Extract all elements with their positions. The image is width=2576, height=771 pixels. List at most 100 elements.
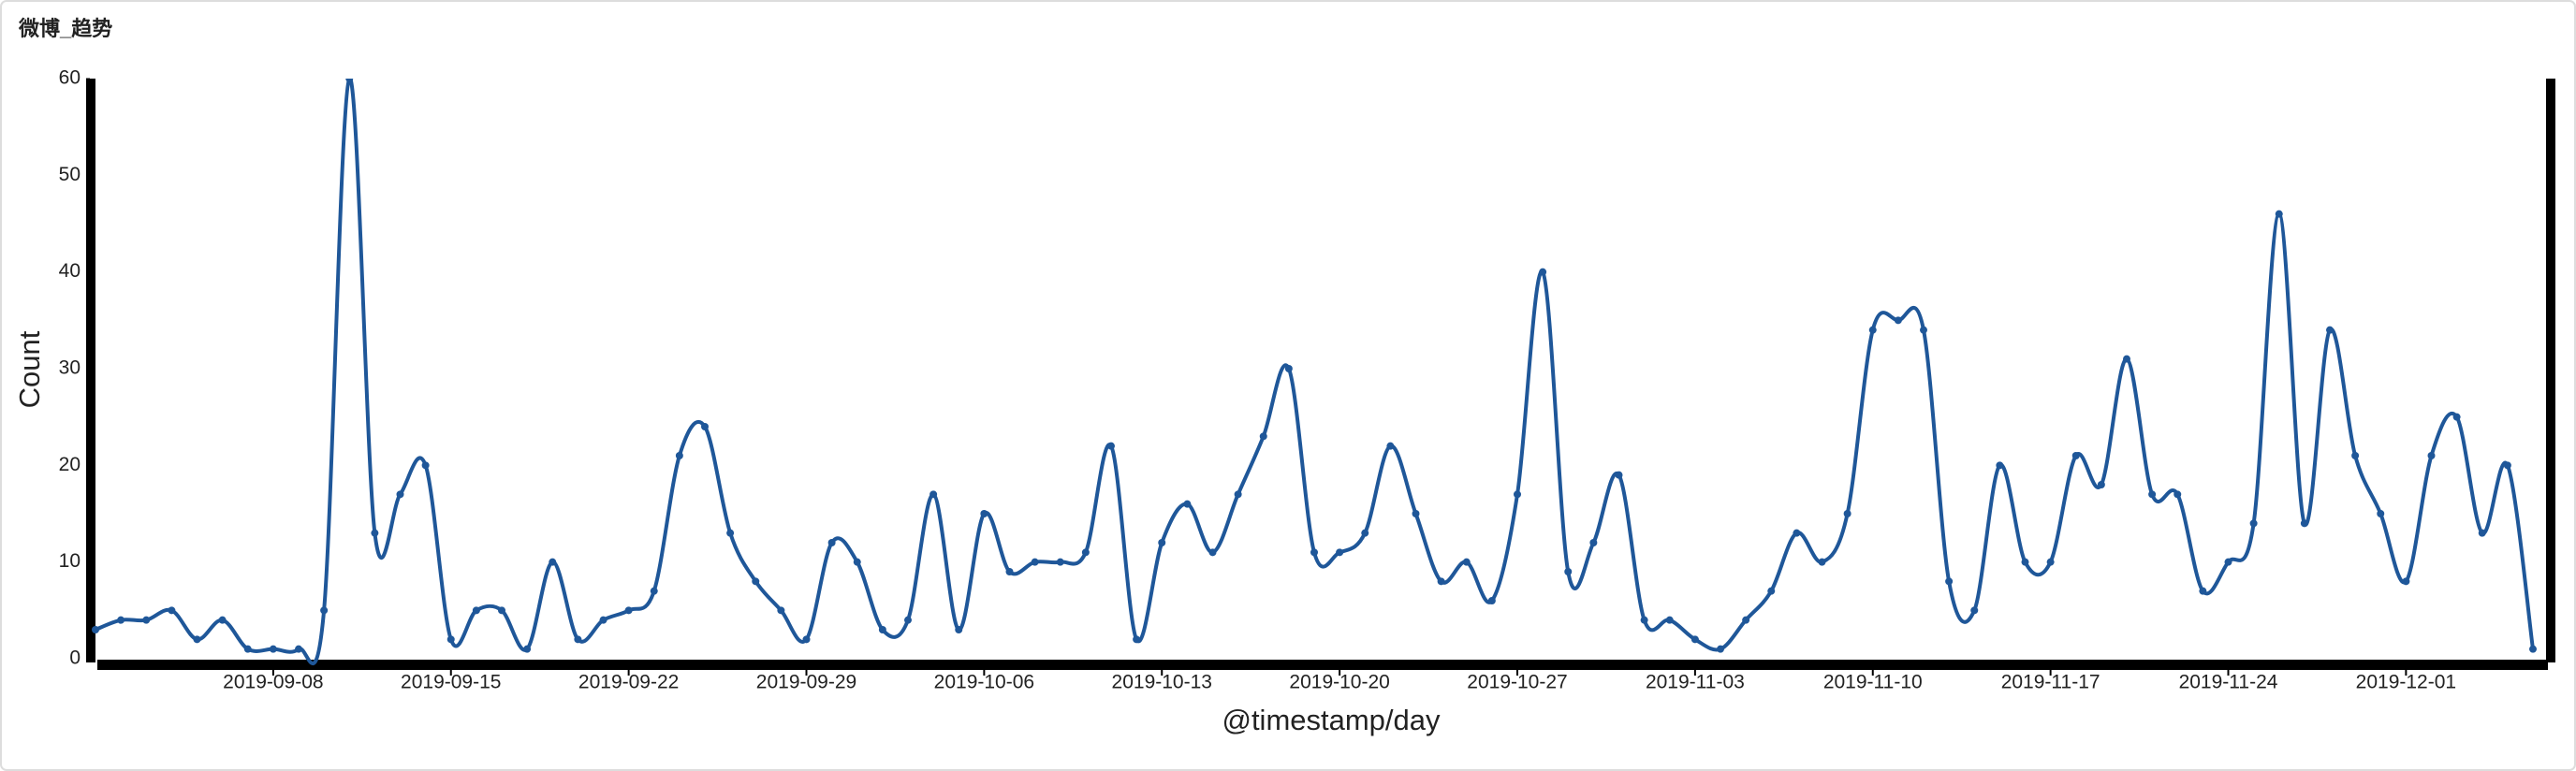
x-tick-label: 2019-11-24 [2179,672,2278,693]
data-point [1539,268,1547,276]
data-point [1767,587,1776,595]
data-point [1640,616,1648,624]
data-point [1589,539,1598,546]
x-tick-label: 2019-09-29 [756,672,856,693]
y-tick-label: 50 [59,164,80,185]
data-point [2478,529,2486,537]
data-point [320,606,329,615]
data-point [2097,481,2105,488]
data-point [523,645,532,653]
y-tick-label: 20 [59,454,80,475]
data-point [2071,452,2080,459]
data-point [827,539,836,546]
data-point [2275,210,2283,218]
data-point [117,616,125,624]
data-point [1996,461,2004,470]
data-point [371,529,379,537]
x-tick-label: 2019-10-06 [934,672,1034,693]
y-tick-label: 10 [59,550,80,572]
x-tick-label: 2019-09-15 [401,672,501,693]
data-point [2224,558,2232,566]
data-point [1005,568,1014,575]
data-point [574,635,582,644]
data-point [1868,326,1877,334]
data-point [92,626,99,633]
x-axis-label: @timestamp/day [1222,704,1441,736]
data-point [929,490,938,499]
data-point [624,606,633,615]
data-point [1690,635,1699,644]
data-point [701,423,709,430]
data-point [1412,510,1420,517]
data-point [2351,452,2360,459]
data-point [1336,548,1344,557]
data-point [1945,577,1954,586]
data-point [396,490,404,499]
data-point [2046,558,2055,566]
data-point [142,616,151,624]
data-point [1031,558,1039,566]
y-tick-label: 30 [59,357,80,379]
chart-title: 微博_趋势 [18,17,112,40]
data-point [2529,645,2537,653]
y-tick-label: 60 [59,67,80,89]
data-point [1208,548,1217,557]
data-point [2402,577,2410,586]
data-point [1183,500,1192,508]
data-point [2326,326,2334,334]
data-point [1437,577,1445,586]
data-point [1564,568,1573,575]
y-tick-label: 40 [59,260,80,282]
data-point [904,616,912,624]
data-point [802,635,811,644]
y-tick-label: 0 [69,647,80,669]
data-point [295,645,302,653]
data-point [2377,510,2385,517]
data-point [878,626,886,633]
data-point [345,79,354,82]
x-tick-label: 2019-09-08 [223,672,323,693]
data-point [2021,558,2029,566]
data-point [1133,635,1141,644]
data-point [1920,326,1927,334]
x-tick-label: 2019-11-17 [2001,672,2100,693]
x-tick-label: 2019-09-22 [578,672,679,693]
data-point [599,616,607,624]
data-point [446,635,455,644]
data-point [1107,442,1115,450]
data-point [955,626,963,633]
data-point [2452,413,2461,421]
data-point [2427,452,2436,459]
data-point [1742,616,1750,624]
data-point [1514,490,1521,499]
x-tick-label: 2019-12-01 [2356,672,2456,693]
data-point [1970,606,1979,615]
data-point [218,616,227,624]
data-point [726,529,735,537]
data-point [1665,616,1674,624]
y-axis-line [86,79,95,662]
data-point [193,635,201,644]
data-point [2123,355,2130,363]
data-point [1234,490,1242,499]
x-tick-label: 2019-10-20 [1289,672,1389,693]
data-point [1284,365,1293,372]
data-point [498,606,505,615]
data-point [2300,519,2308,528]
data-point [1487,597,1496,604]
data-point [2503,461,2511,470]
data-point [549,558,557,566]
data-point [1793,529,1801,537]
data-point [1158,539,1166,546]
data-point [1361,529,1369,537]
data-point [752,577,760,586]
data-point [1081,548,1090,557]
data-point [168,606,176,615]
data-point [1843,510,1852,517]
data-point [1717,645,1724,653]
data-point [1259,432,1267,441]
data-point [1818,558,1826,566]
x-axis-line [97,660,2548,670]
